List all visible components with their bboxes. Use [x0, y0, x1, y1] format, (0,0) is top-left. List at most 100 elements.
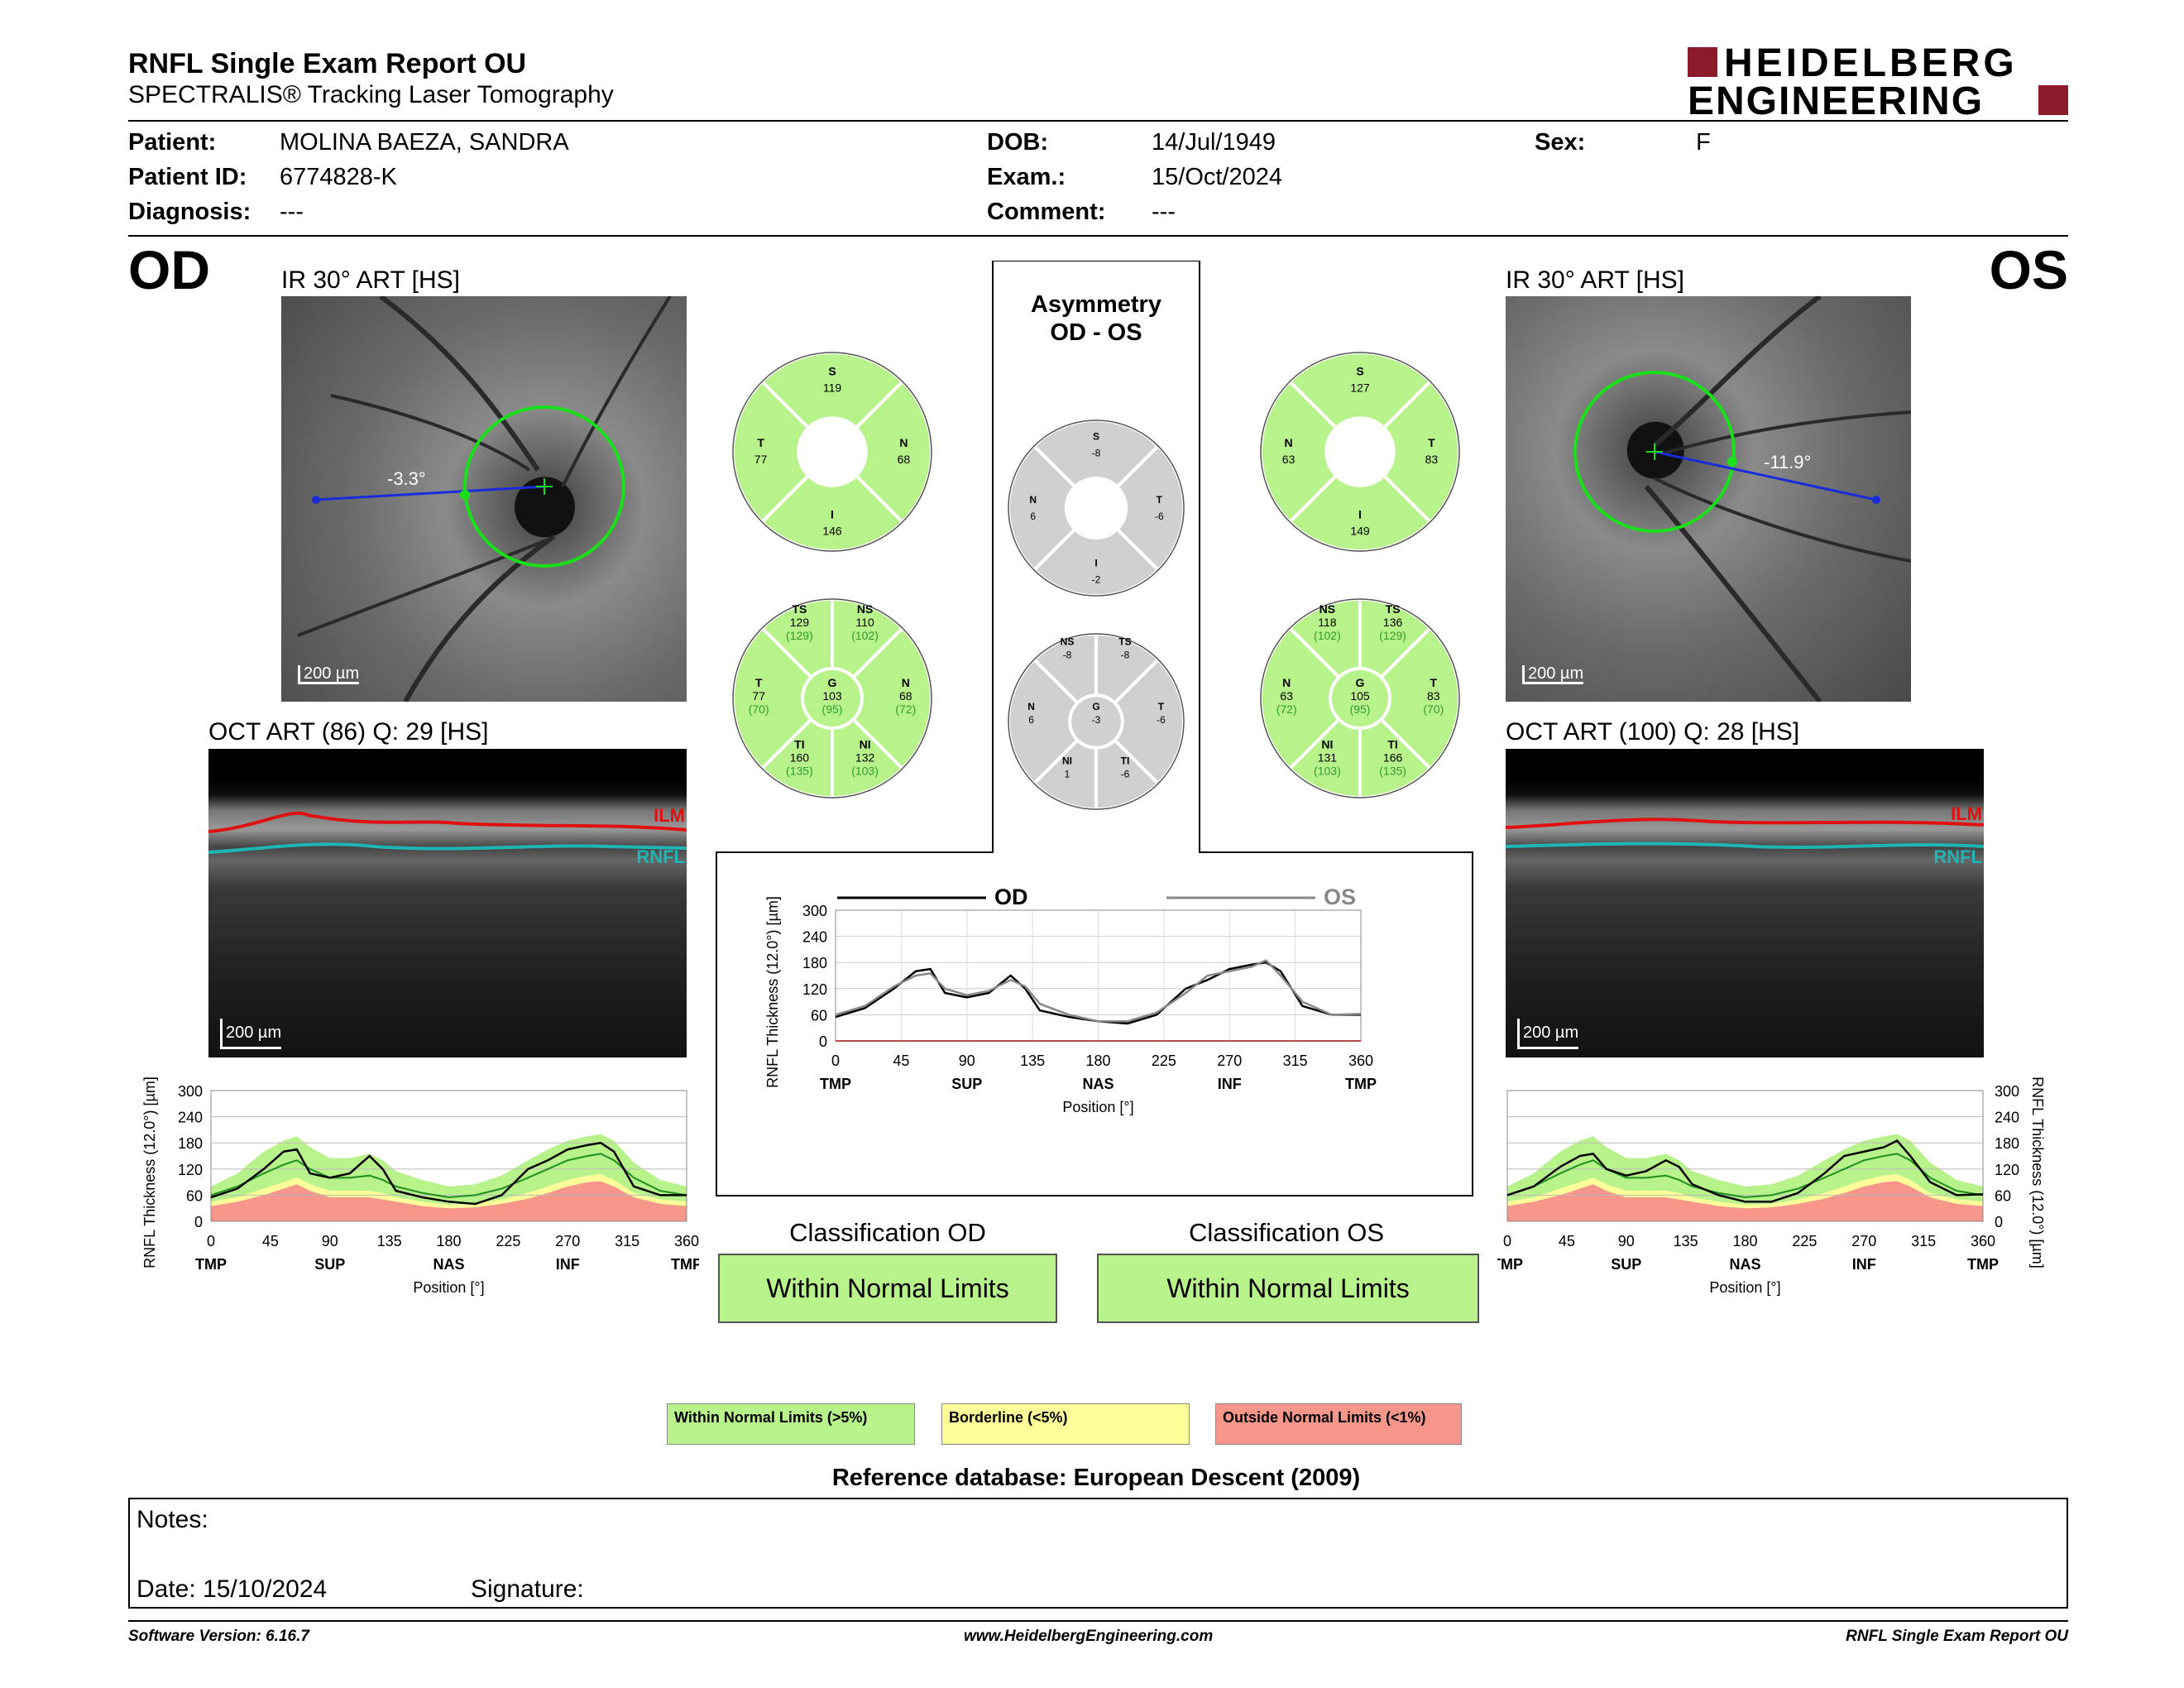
sector-value-T: -6 — [1155, 511, 1164, 522]
y-axis-label: RNFL Thickness (12.0°) [µm] — [764, 896, 781, 1088]
od-rnfl-label: RNFL — [636, 846, 685, 867]
sector-key-NS: NS — [1320, 602, 1335, 616]
band-outside — [211, 1181, 687, 1221]
sector-key-T: T — [755, 676, 763, 689]
od-oct-bscan: ILM RNFL 200 µm — [208, 749, 687, 1057]
sector-key-TS: TS — [792, 602, 807, 616]
region-nas: NAS — [1729, 1256, 1760, 1273]
sector-outline — [1260, 352, 1460, 552]
sector-value-TI: 166 — [1383, 750, 1403, 764]
sector-key-N: N — [899, 436, 908, 449]
sector-key-NS: NS — [1061, 636, 1075, 648]
region-tmp: TMP — [1967, 1256, 1999, 1273]
asymmetry-subtitle: OD - OS — [1050, 319, 1142, 346]
sector-ref-N: (72) — [1276, 703, 1297, 716]
xtick-315: 315 — [615, 1233, 639, 1249]
asym-sector-circle-6: NS -8 TS -8 N 6 T -6 NI 1 TI -6 G -3 — [1007, 632, 1185, 811]
od-fundus-image: -3.3° 200 µm — [281, 296, 687, 702]
sector-ref-TS: (129) — [786, 629, 813, 642]
region-tmp: TMP — [195, 1256, 227, 1273]
sector-key-G: G — [1092, 701, 1099, 712]
series-os-line — [835, 959, 1362, 1023]
sector-value-T: 77 — [752, 689, 765, 703]
legend-within-normal-label: Within Normal Limits (>5%) — [674, 1409, 868, 1426]
exam-label: Exam.: — [987, 164, 1066, 190]
sector-key-I: I — [1094, 557, 1097, 568]
sector-value-N: 6 — [1028, 714, 1034, 726]
sector-ref-TI: (135) — [786, 764, 813, 777]
sector-value-S: -8 — [1092, 448, 1101, 459]
ytick-60: 60 — [186, 1187, 203, 1204]
xtick-225: 225 — [1152, 1053, 1176, 1069]
sector-G — [1071, 697, 1121, 746]
od-ilm-label: ILM — [654, 805, 685, 826]
ytick-240: 240 — [1995, 1110, 2019, 1126]
os-eye-label: OS — [1989, 239, 2068, 300]
x-axis-label: Position [°] — [413, 1279, 484, 1296]
sector-G — [1332, 670, 1388, 727]
logo-square-top — [1688, 47, 1717, 77]
sector-value-NI: 131 — [1318, 750, 1338, 764]
ytick-120: 120 — [802, 981, 827, 998]
patient-id-label: Patient ID: — [128, 164, 247, 190]
notes-box[interactable]: Notes: Date: 15/10/2024 Signature: — [128, 1498, 2068, 1609]
measured-line — [210, 1141, 687, 1206]
band-outside — [1507, 1181, 1983, 1221]
asymmetry-panel-outline — [716, 261, 1473, 1196]
ytick-0: 0 — [819, 1033, 827, 1050]
region-sup: SUP — [1611, 1256, 1641, 1273]
sector-outline — [732, 352, 932, 552]
sector-ref-NI: (103) — [851, 764, 879, 777]
ytick-300: 300 — [1995, 1083, 2019, 1100]
diagnosis-label: Diagnosis: — [128, 199, 251, 225]
reference-database: Reference database: European Descent (20… — [831, 1465, 1361, 1491]
os-classification-value: Within Normal Limits — [1166, 1273, 1410, 1303]
region-tmp: TMP — [820, 1076, 851, 1092]
patient-name: MOLINA BAEZA, SANDRA — [280, 129, 569, 156]
sector-ref-N: (72) — [895, 703, 916, 716]
sector-value-TI: 160 — [790, 750, 810, 764]
sector-key-G: G — [1356, 676, 1365, 689]
sector-key-G: G — [828, 676, 837, 689]
sector-value-I: 149 — [1350, 524, 1370, 537]
os-oct-scale: 200 µm — [1517, 1019, 1579, 1049]
ytick-240: 240 — [802, 929, 827, 946]
sector-value-S: 119 — [823, 381, 842, 395]
sector-value-N: 63 — [1282, 453, 1296, 466]
os-oct-title: OCT ART (100) Q: 28 [HS] — [1506, 718, 1800, 746]
ytick-300: 300 — [802, 903, 827, 919]
xtick-90: 90 — [959, 1053, 975, 1069]
sector-key-I: I — [1358, 507, 1362, 520]
legend-within-normal: Within Normal Limits (>5%) — [667, 1403, 915, 1445]
region-sup: SUP — [314, 1256, 345, 1273]
normal-mean-line — [1506, 1153, 1984, 1199]
sector-key-NI: NI — [860, 737, 871, 750]
footer-url[interactable]: www.HeidelbergEngineering.com — [964, 1628, 1214, 1645]
patient-id: 6774828-K — [280, 164, 397, 190]
xtick-135: 135 — [1020, 1053, 1045, 1069]
plot-frame — [1506, 1090, 1984, 1222]
band-normal — [211, 1134, 687, 1205]
exam-value: 15/Oct/2024 — [1152, 164, 1282, 190]
sector-G — [804, 670, 860, 727]
xtick-90: 90 — [1618, 1233, 1635, 1249]
sector-key-S: S — [828, 365, 836, 378]
od-classification-box: Within Normal Limits — [718, 1254, 1057, 1323]
asym-sector-circle-4: S -8 N 6 T -6 I -2 — [1007, 419, 1185, 597]
od-fundus-overlay — [297, 296, 672, 702]
os-fundus-overlay — [1573, 296, 1911, 702]
od-oct-title: OCT ART (86) Q: 29 [HS] — [208, 718, 489, 746]
sector-value-TS: 129 — [790, 616, 810, 629]
sector-key-T: T — [757, 436, 764, 449]
footer-rule — [128, 1620, 2068, 1622]
legend-borderline-label: Borderline (<5%) — [949, 1409, 1068, 1426]
region-nas: NAS — [1082, 1076, 1114, 1092]
sector-key-N: N — [1027, 701, 1035, 712]
report-subtitle: SPECTRALIS® Tracking Laser Tomography — [128, 81, 614, 108]
xtick-360: 360 — [1971, 1233, 1995, 1249]
sector-key-TI: TI — [1121, 755, 1130, 767]
comment-label: Comment: — [987, 199, 1106, 225]
footer-report-name: RNFL Single Exam Report OU — [1846, 1628, 2068, 1645]
sector-key-NS: NS — [857, 602, 873, 616]
sector-key-S: S — [1093, 431, 1099, 443]
